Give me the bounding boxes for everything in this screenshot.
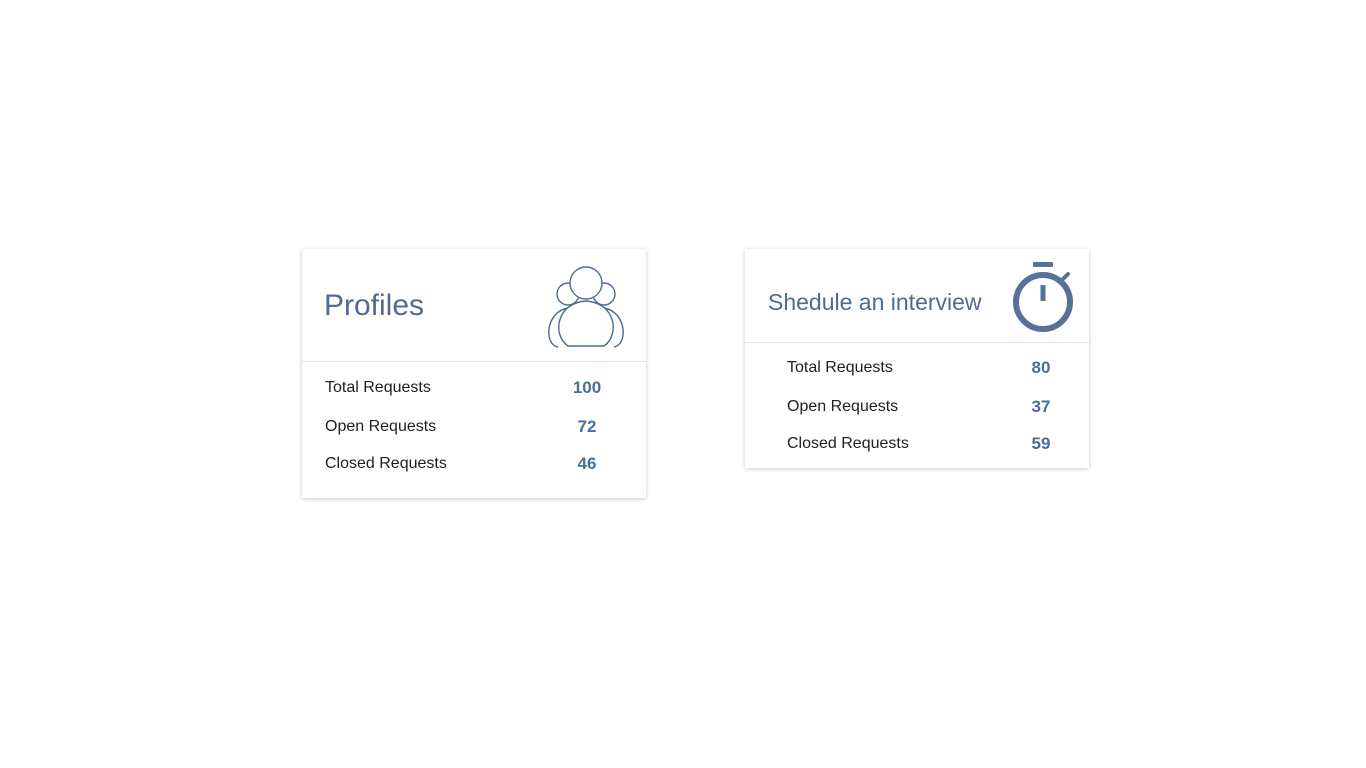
stopwatch-icon bbox=[1010, 260, 1076, 334]
profiles-card-header: Profiles bbox=[302, 249, 646, 362]
stat-value: 100 bbox=[572, 378, 602, 397]
stat-value: 37 bbox=[1031, 397, 1051, 416]
stat-label: Total Requests bbox=[325, 379, 431, 396]
stat-value: 72 bbox=[577, 417, 597, 436]
stat-label: Total Requests bbox=[787, 359, 893, 376]
stat-row-closed-requests: Closed Requests 46 bbox=[302, 452, 646, 476]
stat-row-open-requests: Open Requests 72 bbox=[302, 415, 646, 439]
stat-value: 59 bbox=[1031, 434, 1051, 453]
stat-label: Closed Requests bbox=[787, 435, 909, 452]
stat-value: 80 bbox=[1031, 358, 1051, 377]
stat-label: Closed Requests bbox=[325, 455, 447, 472]
users-group-icon bbox=[544, 265, 628, 349]
interview-card-header: Shedule an interview bbox=[745, 249, 1089, 343]
stat-row-closed-requests: Closed Requests 59 bbox=[745, 432, 1089, 456]
stat-row-total-requests: Total Requests 100 bbox=[302, 376, 646, 400]
profiles-card-title: Profiles bbox=[324, 289, 425, 322]
stat-row-open-requests: Open Requests 37 bbox=[745, 395, 1089, 419]
stat-label: Open Requests bbox=[325, 418, 437, 435]
interview-card[interactable]: Shedule an interview Total Requests 80 O… bbox=[745, 249, 1089, 468]
stat-row-total-requests: Total Requests 80 bbox=[745, 356, 1089, 380]
profiles-card[interactable]: Profiles Total Requests 100 Open Request… bbox=[302, 249, 646, 498]
stat-label: Open Requests bbox=[787, 398, 899, 415]
stat-value: 46 bbox=[577, 454, 597, 473]
interview-card-title: Shedule an interview bbox=[768, 289, 982, 315]
